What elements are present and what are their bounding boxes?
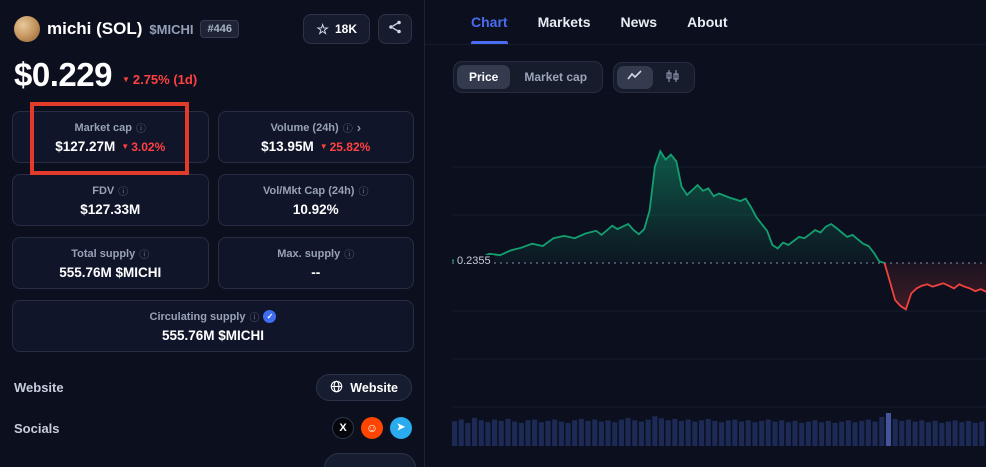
market-cap-value: $127.27M (55, 139, 116, 154)
website-button[interactable]: Website (316, 374, 412, 401)
line-chart-icon-button[interactable] (617, 65, 654, 89)
market-cap-change: ▼ 3.02% (121, 139, 166, 154)
stat-card-fdv: FDV ⓘ $127.33M (12, 174, 209, 226)
max-supply-label: Max. supply (277, 247, 341, 260)
market-cap-label: Market cap (74, 121, 132, 134)
stats-grid: Market cap ⓘ $127.27M ▼ 3.02% Volume (24… (12, 111, 414, 352)
partially-visible-pill[interactable] (324, 453, 416, 467)
fdv-label: FDV (92, 184, 115, 197)
total-supply-label: Total supply (71, 247, 136, 260)
website-button-label: Website (350, 380, 398, 395)
socials-row: Socials X ☺ ➤ (14, 417, 412, 439)
verified-badge-icon: ✓ (263, 310, 277, 323)
stat-card-total-supply: Total supply ⓘ 555.76M $MICHI (12, 237, 209, 289)
coin-symbol: $MICHI (149, 21, 194, 37)
watchlist-count: 18K (334, 22, 357, 36)
volume-label: Volume (24h) (270, 121, 339, 134)
info-icon[interactable]: ⓘ (139, 250, 150, 261)
max-supply-value: -- (311, 265, 321, 280)
price-change: ▼ 2.75% (1d) (122, 72, 197, 91)
coin-header: michi (SOL) $MICHI #446 ☆ 18K (14, 14, 412, 44)
website-row: Website Website (14, 374, 412, 401)
price-chart-area[interactable]: 0.2355 (452, 119, 986, 446)
candlestick-icon (665, 69, 681, 85)
share-button[interactable] (378, 14, 412, 44)
info-icon[interactable]: ⓘ (342, 124, 353, 135)
info-icon[interactable]: ⓘ (118, 187, 129, 198)
telegram-icon[interactable]: ➤ (390, 417, 412, 439)
price-change-text: 2.75% (1d) (132, 72, 198, 87)
reddit-icon[interactable]: ☺ (361, 417, 383, 439)
toggle-market-cap[interactable]: Market cap (512, 65, 599, 89)
rank-badge: #446 (200, 20, 239, 38)
price-marketcap-toggle: Price Market cap (453, 61, 604, 93)
social-icons: X ☺ ➤ (332, 417, 412, 439)
stat-card-vol-mkt-cap: Vol/Mkt Cap (24h) ⓘ 10.92% (217, 174, 414, 226)
circulating-supply-value: 555.76M $MICHI (161, 328, 265, 343)
line-chart-icon (627, 69, 643, 85)
toggle-price[interactable]: Price (457, 65, 511, 89)
volume-change: ▼ 25.82% (319, 139, 371, 154)
coin-name: michi (SOL) (47, 19, 143, 38)
watchlist-button[interactable]: ☆ 18K (303, 14, 370, 44)
x-twitter-icon[interactable]: X (332, 417, 354, 439)
volume-value: $13.95M (261, 139, 314, 154)
globe-icon (330, 380, 343, 396)
tab-markets[interactable]: Markets (537, 14, 591, 30)
candlestick-icon-button[interactable] (655, 66, 691, 89)
chart-panel: Chart Markets News About Price Market ca… (425, 0, 986, 467)
coin-overview-panel: michi (SOL) $MICHI #446 ☆ 18K (0, 0, 425, 467)
tab-about[interactable]: About (687, 14, 728, 30)
current-price: $0.229 (14, 56, 112, 93)
chevron-right-icon: › (356, 120, 362, 135)
circulating-supply-label: Circulating supply (149, 310, 246, 323)
website-label: Website (14, 380, 64, 395)
fdv-value: $127.33M (80, 202, 141, 217)
down-triangle-icon: ▼ (319, 141, 328, 151)
socials-label: Socials (14, 420, 60, 436)
info-icon[interactable]: ⓘ (135, 124, 146, 135)
tab-bar: Chart Markets News About (425, 0, 986, 45)
price-row: $0.229 ▼ 2.75% (1d) (14, 58, 412, 91)
info-icon[interactable]: ⓘ (249, 313, 260, 324)
coin-avatar (14, 16, 40, 42)
tab-news[interactable]: News (620, 14, 658, 30)
vol-mkt-cap-value: 10.92% (292, 202, 339, 217)
share-icon (388, 20, 402, 39)
stat-card-market-cap: Market cap ⓘ $127.27M ▼ 3.02% (12, 111, 209, 163)
total-supply-value: 555.76M $MICHI (59, 265, 162, 280)
baseline-price-label: 0.2355 (454, 254, 494, 267)
vol-mkt-cap-label: Vol/Mkt Cap (24h) (263, 184, 355, 197)
price-chart[interactable] (452, 119, 986, 446)
stat-card-volume-24h[interactable]: Volume (24h) ⓘ › $13.95M ▼ 25.82% (217, 111, 414, 163)
tab-chart[interactable]: Chart (471, 0, 508, 44)
down-triangle-icon: ▼ (121, 141, 130, 151)
chart-controls: Price Market cap (453, 61, 986, 93)
down-triangle-icon: ▼ (121, 74, 130, 84)
info-icon[interactable]: ⓘ (358, 187, 369, 198)
chart-type-toggle (613, 61, 696, 93)
header-actions: ☆ 18K (303, 14, 412, 44)
stat-card-circulating-supply: Circulating supply ⓘ ✓ 555.76M $MICHI (12, 300, 414, 352)
stat-card-max-supply: Max. supply ⓘ -- (217, 237, 414, 289)
star-icon: ☆ (316, 21, 329, 37)
info-icon[interactable]: ⓘ (344, 250, 355, 261)
